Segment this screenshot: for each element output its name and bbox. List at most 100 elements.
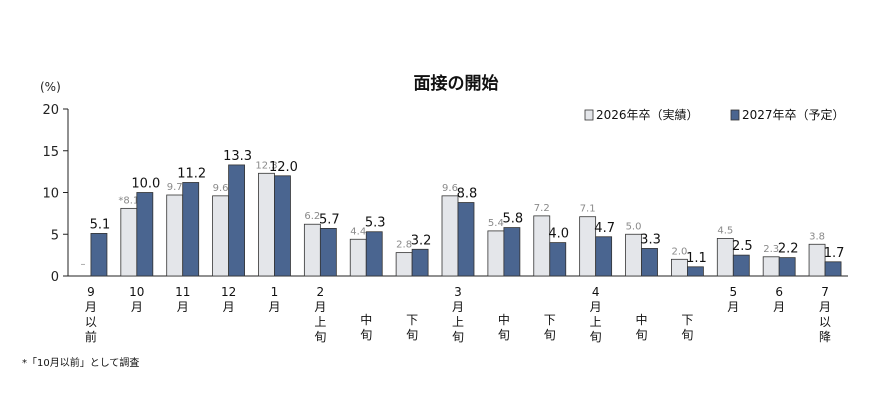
x-category-label: 12月 xyxy=(221,285,236,314)
data-label-2027: 5.8 xyxy=(503,212,524,227)
bar-2026 xyxy=(716,238,734,277)
x-category-char: 9 xyxy=(87,285,95,299)
bar-2027 xyxy=(824,261,842,277)
x-category-char: 旬 xyxy=(498,328,510,342)
x-category-char: 12 xyxy=(221,285,236,299)
x-category-char: 降 xyxy=(819,330,831,344)
bar-2026 xyxy=(441,195,459,277)
y-tick-label: 5 xyxy=(51,228,59,243)
x-category-char: 中 xyxy=(360,312,372,327)
x-category-char: 下 xyxy=(681,313,693,327)
bar-2026 xyxy=(808,243,826,277)
data-label-2027: 3.2 xyxy=(411,233,432,248)
x-category-label: 下旬 xyxy=(544,313,556,342)
bar-2027 xyxy=(641,248,658,277)
data-label-2027: 1.7 xyxy=(824,246,845,261)
y-tick-label: 10 xyxy=(42,187,59,202)
legend-swatch-2027 xyxy=(730,109,740,121)
bar-2026 xyxy=(166,194,184,277)
bar-2026 xyxy=(258,172,275,277)
bar-2026 xyxy=(762,256,780,277)
data-label-2026: 2.8 xyxy=(396,240,412,251)
data-label-2026: 9.6 xyxy=(442,183,458,194)
data-label-2026: 5.0 xyxy=(626,221,642,232)
y-tick-label: 15 xyxy=(42,145,59,160)
data-label-2027: 11.2 xyxy=(177,166,206,181)
data-label-2027: 2.5 xyxy=(732,239,753,254)
x-category-char: 月 xyxy=(131,300,143,314)
x-category-char: 中 xyxy=(636,312,648,327)
legend-label-2026: 2026年卒（実績） xyxy=(596,107,699,122)
bar-2027 xyxy=(411,248,429,277)
data-label-2027: 5.1 xyxy=(90,217,111,232)
data-label-2026: 2.0 xyxy=(671,246,687,257)
x-category-char: 7 xyxy=(821,285,829,299)
x-category-label: 11月 xyxy=(175,285,190,314)
legend: 2026年卒（実績） 2027年卒（予定） xyxy=(584,107,845,122)
x-category-char: 上 xyxy=(452,315,464,329)
bar-2027 xyxy=(778,257,796,277)
x-category-char: 以 xyxy=(85,315,97,329)
x-category-char: 旬 xyxy=(590,330,602,344)
x-category-char: 中 xyxy=(498,312,510,327)
y-tick-label: 0 xyxy=(51,270,59,285)
bar-2027 xyxy=(549,242,567,277)
data-label-2027: 4.7 xyxy=(594,221,615,236)
bar-2027 xyxy=(732,254,750,277)
x-category-char: 旬 xyxy=(636,328,648,342)
x-category-char: 10 xyxy=(129,285,144,299)
data-label-2027: 13.3 xyxy=(223,149,252,164)
bar-2026 xyxy=(533,215,551,277)
data-label-2027: 10.0 xyxy=(131,177,160,192)
x-category-char: 3 xyxy=(454,285,462,299)
data-label-2027: 12.0 xyxy=(269,160,298,175)
bar-2026 xyxy=(625,233,642,277)
x-category-label: 1月 xyxy=(268,285,280,314)
x-category-char: 旬 xyxy=(406,328,418,342)
bar-2026 xyxy=(120,207,138,277)
bar-2027 xyxy=(90,233,108,277)
bar-2026 xyxy=(395,252,413,277)
x-category-char: 上 xyxy=(590,315,602,329)
data-label-2027: 8.8 xyxy=(457,187,478,202)
bar-2027 xyxy=(365,231,383,277)
y-tick-label: 20 xyxy=(42,103,59,118)
data-label-2026: 12.3 xyxy=(255,160,277,171)
x-category-char: 下 xyxy=(544,313,556,327)
x-category-char: 月 xyxy=(314,300,326,314)
bar-2027 xyxy=(319,228,337,277)
data-label-2026: 3.8 xyxy=(809,231,825,242)
chart-title: 面接の開始 xyxy=(414,73,499,94)
data-label-2027: 5.7 xyxy=(319,212,340,227)
legend-label-2027: 2027年卒（予定） xyxy=(742,107,845,122)
x-category-label: 中旬 xyxy=(498,312,510,342)
bar-2027 xyxy=(687,266,704,277)
x-category-char: 前 xyxy=(85,329,97,344)
x-category-label: 6月 xyxy=(773,285,785,314)
x-category-char: 11 xyxy=(175,285,190,299)
data-label-2026: 4.5 xyxy=(717,225,733,236)
bar-2026 xyxy=(671,258,688,277)
x-category-label: 下旬 xyxy=(681,313,693,342)
x-category-char: 月 xyxy=(223,300,235,314)
x-category-char: 月 xyxy=(268,300,280,314)
data-label-2027: 2.2 xyxy=(778,242,799,257)
x-category-char: 旬 xyxy=(681,328,693,342)
x-category-char: 旬 xyxy=(544,328,556,342)
data-label-2026: 4.4 xyxy=(350,226,366,237)
x-axis-categories: 9月以前10月11月12月1月2月上旬中旬下旬3月上旬中旬下旬4月上旬中旬下旬5… xyxy=(85,285,831,344)
bar-2026 xyxy=(212,195,229,277)
footnote: *「10月以前」として調査 xyxy=(22,356,139,369)
x-category-char: 月 xyxy=(590,300,602,314)
x-category-char: 2 xyxy=(317,285,325,299)
x-category-char: 下 xyxy=(406,313,418,327)
x-category-char: 月 xyxy=(85,300,97,314)
bar-2027 xyxy=(136,192,154,277)
data-label-2027: 5.3 xyxy=(365,216,386,231)
x-category-char: 月 xyxy=(773,300,785,314)
